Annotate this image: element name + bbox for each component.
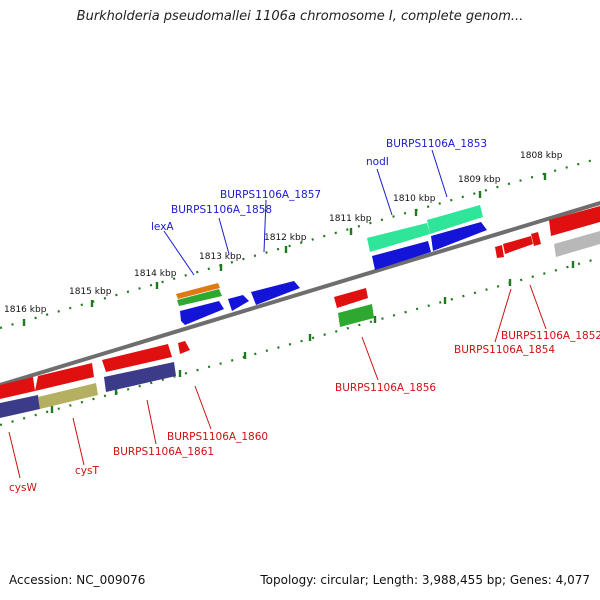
tick-label: 1811 kbp — [329, 214, 372, 224]
gene-label-burps1106a-1854: BURPS1106A_1854 — [454, 344, 555, 356]
gene-cyst[interactable] — [38, 383, 98, 409]
gene-label-cysw: cysW — [9, 482, 37, 494]
gene-label-burps1106a-1852: BURPS1106A_1852 — [501, 330, 600, 342]
gene-burps1106a-1854[interactable] — [495, 245, 504, 258]
tick-label: 1816 kbp — [4, 305, 47, 315]
gene-label-burps1106a-1860: BURPS1106A_1860 — [167, 431, 268, 443]
gene-burps1106a-1856[interactable] — [338, 304, 374, 327]
gene-label-nodi: nodI — [366, 156, 389, 168]
gene-lexa-green[interactable] — [177, 289, 222, 306]
tick-label: 1813 kbp — [199, 252, 242, 262]
tick-label: 1815 kbp — [69, 287, 112, 297]
forward-genes — [176, 205, 600, 325]
gene-burps1106a-1853-blue[interactable] — [431, 222, 487, 251]
gene-label-burps1106a-1856: BURPS1106A_1856 — [335, 382, 436, 394]
tick-label: 1814 kbp — [134, 269, 177, 279]
gene-label-burps1106a-1861: BURPS1106A_1861 — [113, 446, 214, 458]
gene-reverse-red-small[interactable] — [531, 232, 541, 246]
reverse-genes — [0, 232, 541, 418]
gene-lexa-blue[interactable] — [180, 301, 224, 325]
reverse-gene-labels: cysW cysT BURPS1106A_1861 BURPS1106A_186… — [9, 330, 600, 494]
chromosome-title: Burkholderia pseudomallei 1106a chromoso… — [76, 9, 524, 24]
gene-burps1106a-1853-teal[interactable] — [427, 205, 483, 234]
gene-burps1106a-1860[interactable] — [178, 341, 190, 354]
gene-reverse-red-1856[interactable] — [334, 288, 368, 308]
gene-label-lexa: lexA — [151, 221, 174, 233]
tick-label: 1808 kbp — [520, 151, 563, 161]
gene-burps1106a-1857[interactable] — [251, 281, 300, 305]
sequence-backbone — [0, 201, 600, 387]
tick-labels: 1816 kbp 1815 kbp 1814 kbp 1813 kbp 1812… — [4, 151, 563, 315]
gene-label-burps1106a-1853: BURPS1106A_1853 — [386, 138, 487, 150]
red-leader-lines — [8, 284, 547, 479]
tick-label: 1812 kbp — [264, 233, 307, 243]
gene-forward-gray-right[interactable] — [554, 231, 600, 257]
gene-nodi-blue[interactable] — [372, 241, 431, 270]
gene-reverse-red-left[interactable] — [35, 363, 94, 391]
gene-burps1106a-1861[interactable] — [104, 362, 176, 392]
gene-nodi-teal[interactable] — [367, 223, 430, 252]
gene-label-burps1106a-1857: BURPS1106A_1857 — [220, 189, 321, 201]
gene-reverse-red-leftmost[interactable] — [0, 377, 35, 399]
gene-burps1106a-1858[interactable] — [228, 295, 249, 311]
gene-reverse-red-1861[interactable] — [102, 344, 172, 372]
upper-major-ticks — [22, 173, 547, 326]
tick-label: 1809 kbp — [458, 175, 501, 185]
gene-cysw[interactable] — [0, 395, 40, 418]
gene-lexa-orange[interactable] — [176, 283, 220, 299]
gene-label-burps1106a-1858: BURPS1106A_1858 — [171, 204, 272, 216]
gene-burps1106a-1852[interactable] — [503, 236, 533, 254]
forward-gene-labels: lexA BURPS1106A_1858 BURPS1106A_1857 nod… — [151, 138, 487, 233]
blue-leader-lines — [163, 149, 448, 276]
accession-text: Accession: NC_009076 — [9, 573, 146, 587]
genome-summary-text: Topology: circular; Length: 3,988,455 bp… — [260, 573, 590, 587]
gene-label-cyst: cysT — [75, 465, 99, 477]
gene-forward-red-right[interactable] — [549, 206, 600, 236]
tick-label: 1810 kbp — [393, 194, 436, 204]
